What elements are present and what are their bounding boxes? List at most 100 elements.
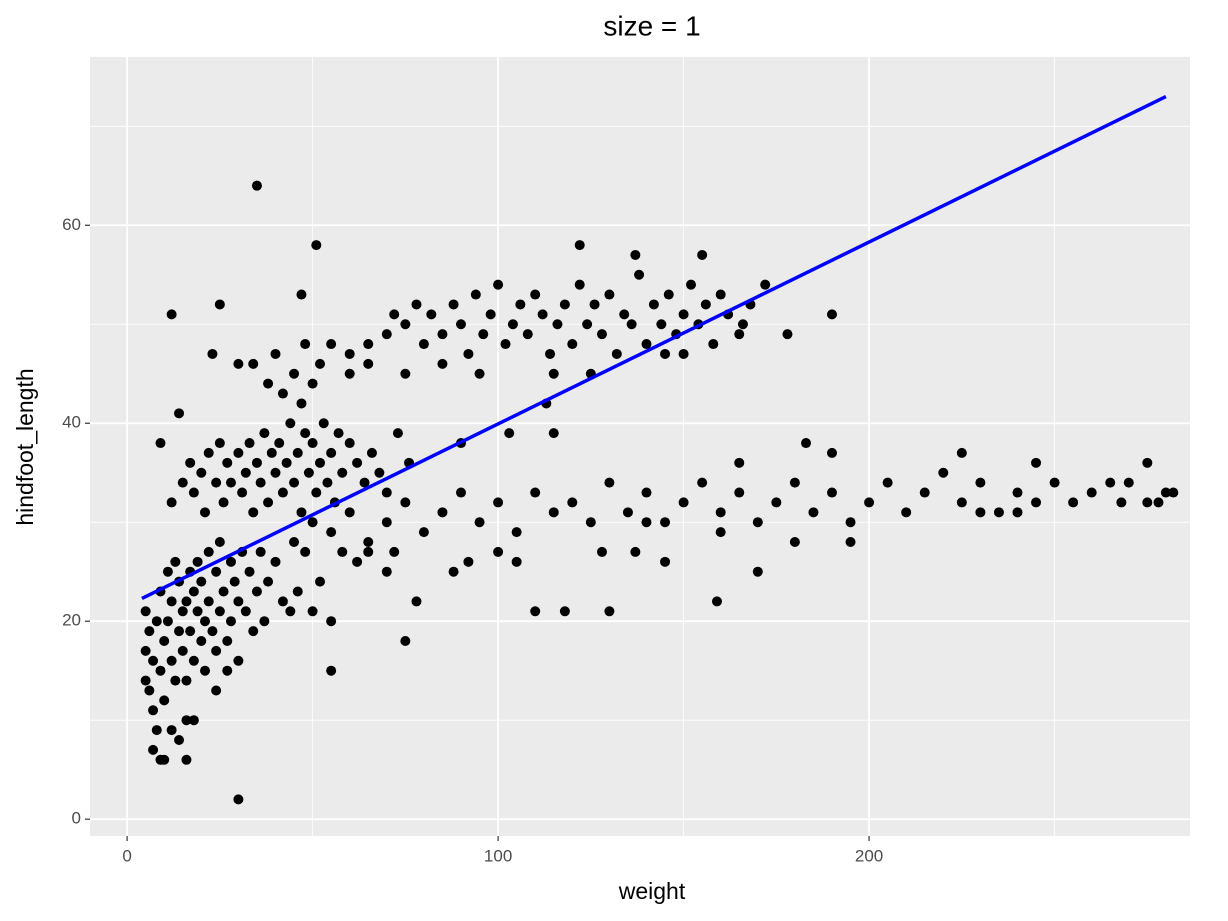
point	[140, 645, 151, 656]
point	[901, 507, 912, 518]
point	[574, 279, 585, 290]
point	[259, 616, 270, 627]
point	[400, 368, 411, 379]
point	[582, 319, 593, 330]
point	[207, 626, 218, 637]
point	[151, 725, 162, 736]
point	[437, 358, 448, 369]
point	[507, 319, 518, 330]
point	[700, 299, 711, 310]
point	[363, 537, 374, 548]
point	[307, 517, 318, 528]
point	[174, 408, 185, 419]
point	[289, 477, 300, 488]
point	[604, 606, 615, 617]
point	[203, 447, 214, 458]
point	[938, 467, 949, 478]
point	[296, 507, 307, 518]
point	[344, 348, 355, 359]
point	[326, 527, 337, 538]
point	[307, 438, 318, 449]
point	[1142, 497, 1153, 508]
point	[622, 507, 633, 518]
point	[203, 596, 214, 607]
point	[381, 329, 392, 340]
point	[463, 556, 474, 567]
point	[214, 438, 225, 449]
point	[545, 348, 556, 359]
point	[1168, 487, 1179, 498]
point	[233, 596, 244, 607]
point	[192, 606, 203, 617]
point	[363, 546, 374, 557]
point	[1123, 477, 1134, 488]
point	[185, 626, 196, 637]
point	[1031, 457, 1042, 468]
point	[225, 616, 236, 627]
point	[174, 734, 185, 745]
point	[255, 477, 266, 488]
point	[151, 616, 162, 627]
point	[181, 596, 192, 607]
point	[1086, 487, 1097, 498]
point	[222, 636, 233, 647]
point	[845, 517, 856, 528]
point	[1153, 497, 1164, 508]
point	[211, 566, 222, 577]
point	[315, 358, 326, 369]
fit-line	[141, 95, 1167, 601]
point	[251, 586, 262, 597]
point	[244, 438, 255, 449]
point	[248, 358, 259, 369]
point	[211, 645, 222, 656]
point	[734, 457, 745, 468]
point	[845, 537, 856, 548]
y-tick-label: 0	[72, 809, 81, 828]
point	[400, 636, 411, 647]
point	[177, 645, 188, 656]
point	[771, 497, 782, 508]
point	[337, 546, 348, 557]
point	[248, 626, 259, 637]
point	[277, 388, 288, 399]
point	[274, 438, 285, 449]
point	[203, 546, 214, 557]
point	[277, 487, 288, 498]
point	[656, 319, 667, 330]
point	[214, 606, 225, 617]
point	[956, 497, 967, 508]
point	[185, 457, 196, 468]
point	[200, 507, 211, 518]
point	[389, 309, 400, 320]
point	[363, 358, 374, 369]
point	[1160, 487, 1171, 498]
point	[411, 596, 422, 607]
point	[296, 398, 307, 409]
point	[660, 348, 671, 359]
point	[574, 240, 585, 251]
point	[504, 428, 515, 439]
point	[381, 487, 392, 498]
point	[240, 467, 251, 478]
point	[619, 309, 630, 320]
point	[285, 606, 296, 617]
point	[734, 487, 745, 498]
x-tick-label: 100	[484, 846, 512, 865]
point	[1012, 487, 1023, 498]
point	[975, 507, 986, 518]
point	[222, 665, 233, 676]
point	[882, 477, 893, 488]
point	[333, 428, 344, 439]
point	[455, 487, 466, 498]
point	[737, 319, 748, 330]
point	[493, 546, 504, 557]
point	[801, 438, 812, 449]
point	[207, 348, 218, 359]
point	[437, 507, 448, 518]
point	[337, 467, 348, 478]
point	[734, 329, 745, 340]
point	[400, 497, 411, 508]
point	[244, 566, 255, 577]
point	[307, 378, 318, 389]
point	[270, 348, 281, 359]
